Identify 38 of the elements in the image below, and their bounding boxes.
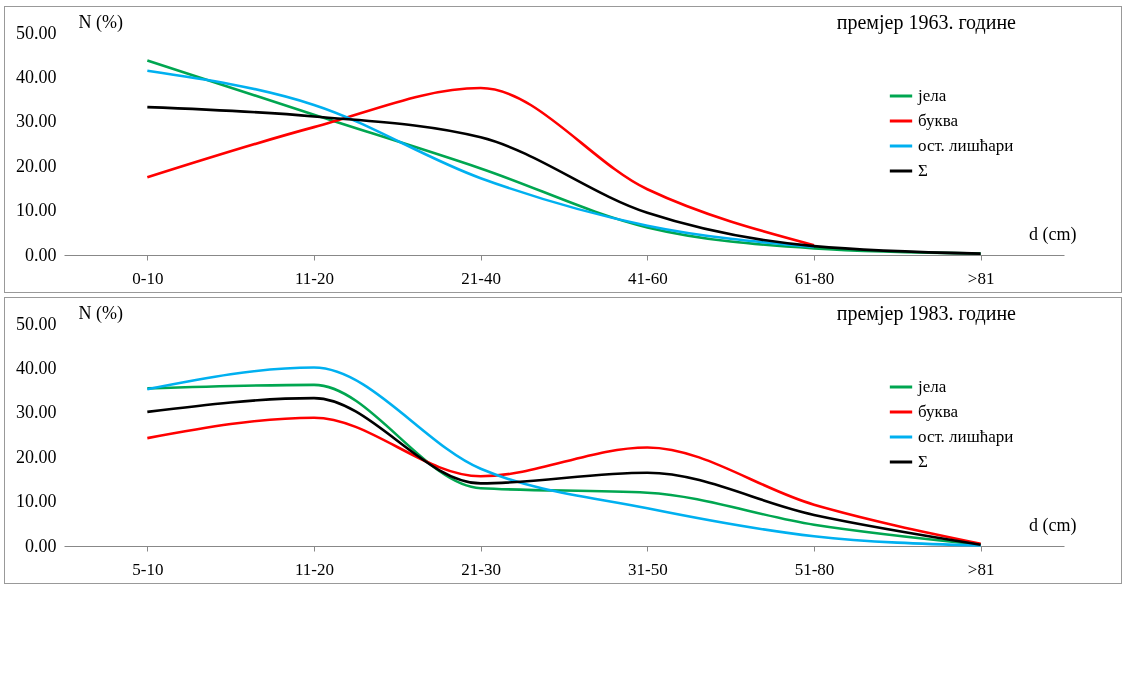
y-tick-label: 20.00: [16, 155, 57, 176]
y-axis-title: N (%): [78, 302, 123, 324]
y-tick-label: 10.00: [16, 491, 57, 512]
x-axis-title: d (cm): [1029, 514, 1077, 536]
y-tick-label: 20.00: [16, 446, 57, 467]
legend-label: ост. лишћари: [918, 136, 1014, 155]
x-tick-label: 31-50: [628, 559, 668, 579]
x-tick-label: 51-80: [794, 559, 835, 579]
x-axis-title: d (cm): [1029, 223, 1077, 245]
legend-label: Σ: [918, 161, 928, 180]
chart-title: премјер 1983. године: [836, 302, 1017, 325]
chart-title: премјер 1963. године: [836, 11, 1017, 34]
x-tick-label: >81: [967, 559, 995, 579]
y-tick-label: 50.00: [16, 22, 57, 43]
x-tick-label: 0-10: [132, 268, 164, 288]
x-tick-label: 41-60: [628, 268, 668, 288]
legend-label: буква: [918, 402, 959, 421]
x-tick-label: 61-80: [794, 268, 835, 288]
y-tick-label: 30.00: [16, 402, 57, 423]
legend-label: јела: [917, 377, 947, 396]
legend-label: јела: [917, 86, 947, 105]
y-tick-label: 40.00: [16, 66, 57, 87]
legend-label: Σ: [918, 452, 928, 471]
y-tick-label: 0.00: [25, 535, 57, 556]
y-axis-title: N (%): [78, 11, 123, 33]
y-tick-label: 50.00: [16, 313, 57, 334]
y-tick-label: 10.00: [16, 200, 57, 221]
legend-label: ост. лишћари: [918, 427, 1014, 446]
x-tick-label: 5-10: [132, 559, 164, 579]
y-tick-label: 0.00: [25, 244, 57, 265]
x-tick-label: 21-40: [461, 268, 501, 288]
y-tick-label: 30.00: [16, 111, 57, 132]
x-tick-label: 11-20: [294, 268, 335, 288]
y-tick-label: 40.00: [16, 357, 57, 378]
x-tick-label: >81: [967, 268, 995, 288]
x-tick-label: 11-20: [294, 559, 335, 579]
legend-label: буква: [918, 111, 959, 130]
x-tick-label: 21-30: [461, 559, 501, 579]
